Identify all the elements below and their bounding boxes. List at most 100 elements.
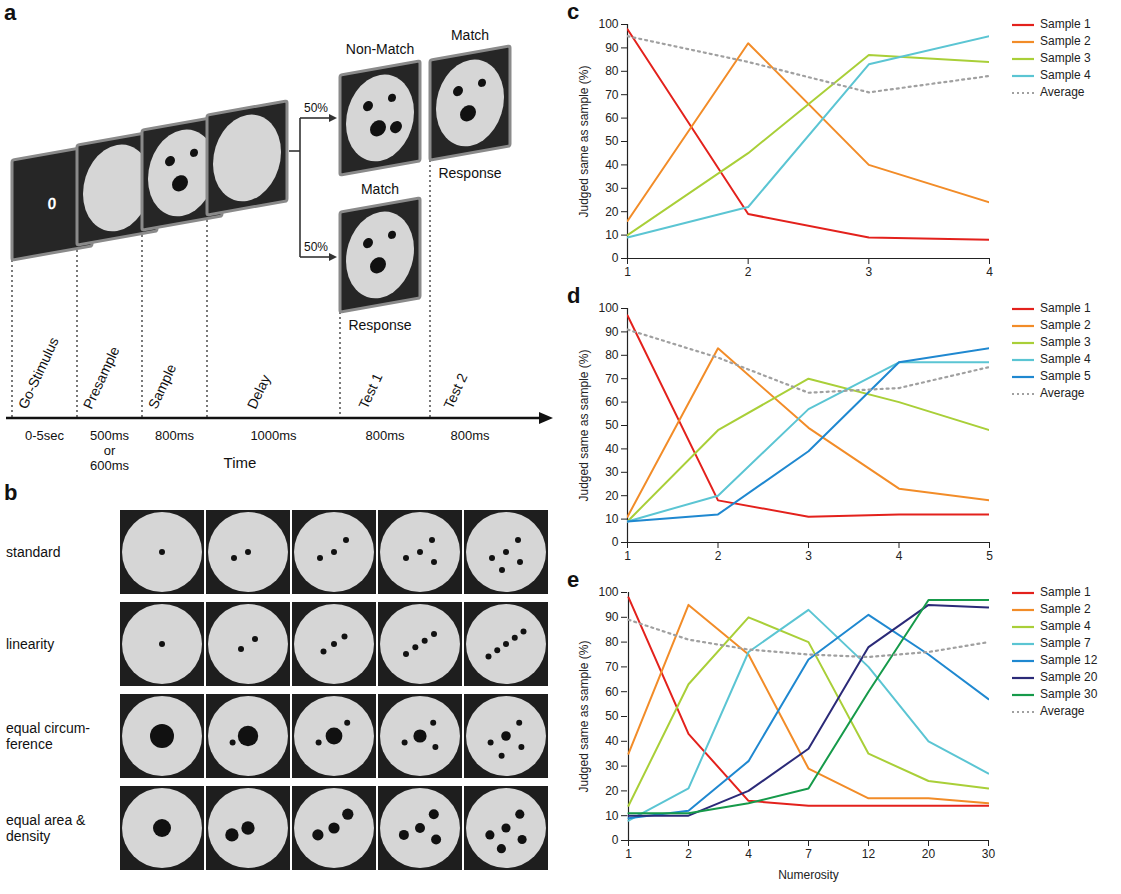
html-text:Sample 1: Sample 1 [1040,585,1091,599]
svg-text:equal circum-: equal circum- [6,720,90,736]
svg-text:4: 4 [986,265,993,279]
svg-text:1: 1 [624,549,631,563]
html-text:Sample 2: Sample 2 [1040,34,1091,48]
svg-text:2: 2 [715,549,722,563]
svg-text:20: 20 [605,205,619,219]
svg-text:5: 5 [986,549,993,563]
svg-text:100: 100 [598,17,618,31]
svg-text:60: 60 [605,111,619,125]
svg-text:1: 1 [624,265,631,279]
svg-text:600ms: 600ms [90,458,130,473]
svg-text:800ms: 800ms [365,428,405,443]
html-text:Sample 1: Sample 1 [1040,301,1091,315]
svg-text:0: 0 [612,535,619,549]
svg-text:20: 20 [605,489,619,503]
svg-text:2: 2 [745,265,752,279]
svg-text:b: b [4,480,17,505]
html-text:Sample 3: Sample 3 [1040,335,1091,349]
svg-text:Delay: Delay [244,372,274,411]
svg-text:Match: Match [361,181,399,197]
svg-text:10: 10 [605,228,619,242]
html-text:Sample 4: Sample 4 [1040,68,1091,82]
svg-text:7: 7 [805,847,812,861]
svg-text:80: 80 [605,348,619,362]
svg-text:50%: 50% [304,101,328,115]
svg-text:0-5sec: 0-5sec [25,428,65,443]
svg-text:20: 20 [605,784,619,798]
svg-text:500ms: 500ms [90,428,130,443]
html-text:Average: Average [1040,386,1085,400]
svg-text:50: 50 [605,709,619,723]
html-text:Sample 5: Sample 5 [1040,369,1091,383]
svg-text:90: 90 [605,610,619,624]
html-text:Sample 4: Sample 4 [1040,352,1091,366]
svg-text:70: 70 [605,372,619,386]
svg-text:Time: Time [224,454,257,471]
svg-text:standard: standard [6,544,60,560]
svg-text:80: 80 [605,635,619,649]
svg-text:30: 30 [605,181,619,195]
svg-text:density: density [6,828,50,844]
svg-text:Judged same as sample (%): Judged same as sample (%) [577,65,591,217]
svg-text:Non-Match: Non-Match [346,41,414,57]
svg-text:equal area &: equal area & [6,812,86,828]
svg-text:Presample: Presample [80,344,123,412]
svg-text:0: 0 [612,251,619,265]
html-text:Average: Average [1040,85,1085,99]
html-text:Sample 4: Sample 4 [1040,619,1091,633]
html-text:Sample 2: Sample 2 [1040,602,1091,616]
svg-text:50: 50 [605,134,619,148]
svg-text:or: or [104,443,116,458]
svg-text:2: 2 [685,847,692,861]
svg-text:0: 0 [48,193,57,212]
svg-text:4: 4 [745,847,752,861]
svg-text:1: 1 [625,847,632,861]
html-text:Sample 2: Sample 2 [1040,318,1091,332]
svg-text:0: 0 [612,833,619,847]
html-text:Sample 3: Sample 3 [1040,51,1091,65]
svg-text:40: 40 [605,158,619,172]
svg-text:10: 10 [605,512,619,526]
svg-text:800ms: 800ms [155,428,195,443]
svg-text:80: 80 [605,64,619,78]
svg-text:90: 90 [605,41,619,55]
svg-text:50: 50 [605,418,619,432]
svg-text:Response: Response [348,317,411,333]
svg-text:Test 2: Test 2 [440,370,470,411]
svg-text:20: 20 [922,847,936,861]
svg-text:30: 30 [605,465,619,479]
svg-text:4: 4 [896,549,903,563]
html-text:Sample 1: Sample 1 [1040,17,1091,31]
svg-text:12: 12 [862,847,876,861]
svg-text:Match: Match [451,27,489,43]
svg-text:90: 90 [605,325,619,339]
svg-text:70: 70 [605,660,619,674]
svg-text:60: 60 [605,685,619,699]
svg-text:linearity: linearity [6,636,54,652]
svg-text:60: 60 [605,395,619,409]
svg-text:70: 70 [605,88,619,102]
svg-text:3: 3 [865,265,872,279]
svg-text:3: 3 [805,549,812,563]
svg-text:50%: 50% [304,240,328,254]
svg-text:100: 100 [598,585,618,599]
svg-text:Go-Stimulus: Go-Stimulus [15,335,62,412]
svg-text:40: 40 [605,442,619,456]
html-text:Sample 7: Sample 7 [1040,636,1091,650]
svg-text:30: 30 [605,759,619,773]
svg-text:Judged same as sample (%): Judged same as sample (%) [577,349,591,501]
svg-text:800ms: 800ms [450,428,490,443]
svg-text:30: 30 [982,847,996,861]
svg-text:Sample: Sample [145,361,180,411]
svg-text:100: 100 [598,301,618,315]
svg-text:10: 10 [605,809,619,823]
svg-text:Response: Response [438,165,501,181]
svg-text:1000ms: 1000ms [250,428,297,443]
svg-text:a: a [4,0,17,25]
svg-text:Test 1: Test 1 [355,370,385,411]
svg-text:40: 40 [605,734,619,748]
svg-text:Numerosity: Numerosity [778,868,839,882]
svg-text:Judged same as sample (%): Judged same as sample (%) [577,640,591,792]
html-text:d: d [567,283,581,308]
svg-text:ference: ference [6,736,53,752]
